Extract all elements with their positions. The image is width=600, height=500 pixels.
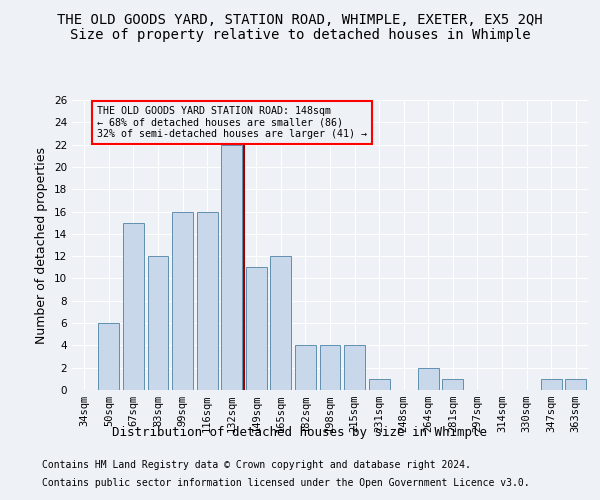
Text: Size of property relative to detached houses in Whimple: Size of property relative to detached ho… [70, 28, 530, 42]
Text: Contains HM Land Registry data © Crown copyright and database right 2024.: Contains HM Land Registry data © Crown c… [42, 460, 471, 470]
Text: THE OLD GOODS YARD STATION ROAD: 148sqm
← 68% of detached houses are smaller (86: THE OLD GOODS YARD STATION ROAD: 148sqm … [97, 106, 367, 139]
Bar [344, 346, 365, 390]
Bar [123, 222, 144, 390]
Bar [246, 268, 267, 390]
Bar [418, 368, 439, 390]
Text: THE OLD GOODS YARD, STATION ROAD, WHIMPLE, EXETER, EX5 2QH: THE OLD GOODS YARD, STATION ROAD, WHIMPL… [57, 12, 543, 26]
Bar [271, 256, 292, 390]
Bar [565, 379, 586, 390]
Bar [320, 346, 340, 390]
Bar [541, 379, 562, 390]
Bar [172, 212, 193, 390]
Text: Distribution of detached houses by size in Whimple: Distribution of detached houses by size … [113, 426, 487, 439]
Bar [368, 379, 389, 390]
Bar [197, 212, 218, 390]
Text: Contains public sector information licensed under the Open Government Licence v3: Contains public sector information licen… [42, 478, 530, 488]
Bar [295, 346, 316, 390]
Y-axis label: Number of detached properties: Number of detached properties [35, 146, 49, 344]
Bar [221, 144, 242, 390]
Bar [442, 379, 463, 390]
Bar [98, 323, 119, 390]
Bar [148, 256, 169, 390]
